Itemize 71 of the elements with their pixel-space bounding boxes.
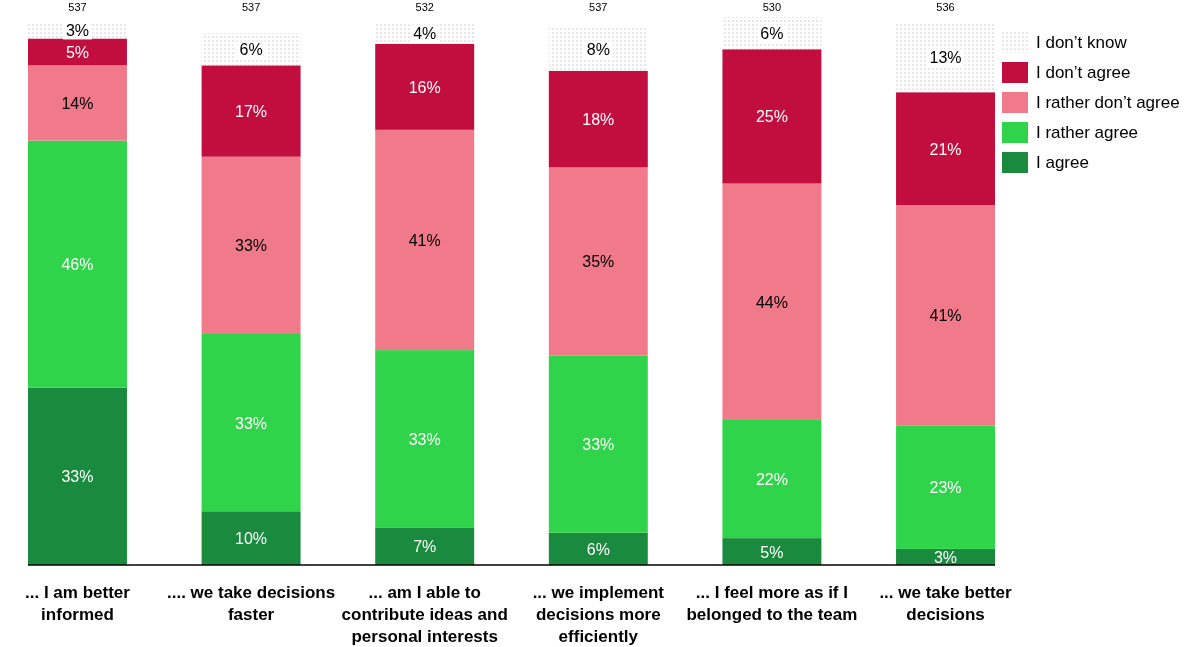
text: 530	[762, 1, 782, 13]
data-label: 23%	[929, 479, 962, 497]
bar	[28, 140, 127, 388]
bar	[201, 511, 301, 565]
data-label: 5%	[760, 543, 784, 561]
text: 537	[589, 1, 608, 13]
x-tick-label: ... we implement decisions more efficiently	[532, 583, 665, 646]
data-label: 16%	[408, 78, 441, 96]
data-label: 46%	[61, 256, 94, 274]
bar	[375, 129, 475, 351]
data-label: 3%	[933, 548, 958, 566]
text: 537	[68, 1, 87, 13]
data-label: 33%	[235, 414, 268, 432]
legend-label: I rather don’t agree	[1036, 93, 1180, 112]
data-label: 44%	[755, 293, 788, 311]
data-label: 3%	[65, 22, 90, 40]
bar	[722, 538, 822, 565]
bar	[548, 355, 648, 533]
data-label: 33%	[582, 436, 615, 454]
data-label: 18%	[582, 111, 615, 129]
x-tick-label: ... we take better decisions	[879, 583, 1013, 624]
legend-label: I don’t know	[1036, 33, 1128, 52]
data-label: 8%	[586, 41, 610, 59]
data-label: 25%	[755, 108, 788, 126]
data-label: 41%	[929, 307, 962, 325]
data-label: 6%	[586, 540, 610, 558]
data-label: 17%	[235, 103, 268, 121]
bar	[28, 38, 127, 66]
bar	[28, 65, 127, 141]
data-label: 7%	[413, 538, 437, 556]
bar	[201, 156, 301, 334]
x-tick-label: ... I feel more as if I belonged to the team	[686, 583, 858, 624]
bar	[548, 27, 648, 71]
data-label: 33%	[235, 237, 268, 255]
data-label: 5%	[65, 43, 90, 61]
legend-label: I rather agree	[1036, 123, 1139, 142]
data-label: 10%	[235, 530, 268, 548]
data-label: 13%	[929, 49, 962, 67]
x-tick-label: ... am I able to contribute ideas and personal interests	[341, 583, 508, 646]
text: 536	[936, 1, 955, 13]
data-label: 21%	[929, 140, 962, 158]
bar	[548, 532, 648, 565]
bar	[722, 49, 822, 184]
data-label: 4%	[413, 25, 437, 43]
legend-label: I don’t agree	[1036, 63, 1131, 82]
data-label: 22%	[755, 471, 788, 489]
bar	[375, 43, 475, 130]
bar	[548, 167, 648, 356]
bar	[896, 425, 995, 549]
bar	[201, 333, 301, 512]
bar	[896, 92, 995, 206]
bar	[896, 205, 995, 426]
bar	[28, 387, 127, 565]
bar	[722, 183, 822, 420]
bar	[375, 350, 475, 528]
bar	[548, 70, 648, 168]
data-label: 41%	[408, 231, 441, 249]
bar	[722, 419, 822, 539]
data-label: 6%	[239, 41, 263, 59]
data-label: 6%	[760, 25, 784, 43]
x-tick-label: .... we take decisions faster	[166, 583, 336, 624]
data-label: 33%	[61, 468, 94, 486]
data-label: 35%	[582, 253, 615, 271]
text: 537	[241, 1, 261, 13]
bar	[375, 527, 475, 565]
legend-label: I agree	[1036, 153, 1089, 172]
text: 532	[415, 1, 434, 13]
data-label: 14%	[61, 94, 94, 112]
data-label: 33%	[408, 430, 441, 448]
x-tick-label: ... I am better informed	[25, 583, 131, 624]
bar	[201, 65, 301, 157]
